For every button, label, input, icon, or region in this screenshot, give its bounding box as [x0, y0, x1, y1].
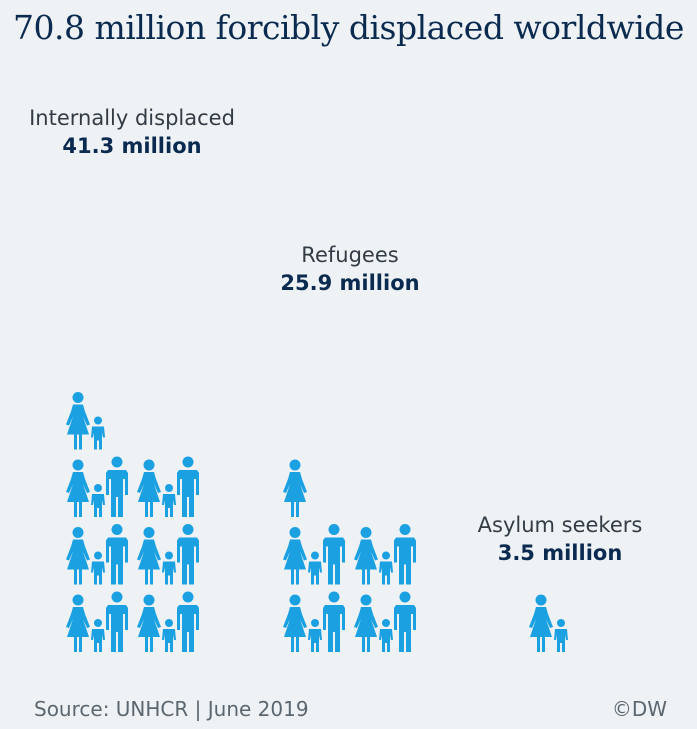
- man-icon-internally-displaced-2: [106, 591, 128, 652]
- woman-icon-internally-displaced-6: [66, 527, 90, 585]
- woman-icon-asylum-seekers-0: [529, 594, 553, 652]
- woman-icon-refugees-12: [283, 459, 307, 517]
- value-asylum-seekers: 3.5 million: [497, 541, 623, 565]
- woman-icon-refugees-3: [354, 594, 378, 652]
- child-icon-internally-displaced-1: [91, 619, 105, 652]
- child-icon-internally-displaced-13: [91, 484, 105, 517]
- man-icon-internally-displaced-14: [106, 456, 128, 517]
- man-icon-refugees-11: [394, 524, 416, 585]
- child-icon-refugees-10: [379, 551, 393, 585]
- label-asylum-seekers: Asylum seekers: [477, 513, 643, 537]
- man-icon-internally-displaced-5: [177, 591, 199, 652]
- child-icon-refugees-4: [379, 619, 393, 652]
- child-icon-internally-displaced-10: [162, 551, 176, 585]
- man-icon-refugees-8: [323, 524, 345, 585]
- man-icon-internally-displaced-17: [177, 456, 199, 517]
- woman-icon-internally-displaced-12: [66, 459, 90, 517]
- woman-icon-internally-displaced-15: [137, 459, 161, 517]
- woman-icon-internally-displaced-18: [66, 392, 90, 450]
- value-internally-displaced: 41.3 million: [62, 134, 202, 158]
- man-icon-refugees-5: [394, 591, 416, 652]
- label-refugees: Refugees: [301, 243, 399, 267]
- credit-text: ©DW: [611, 697, 667, 721]
- child-icon-internally-displaced-16: [162, 484, 176, 517]
- value-refugees: 25.9 million: [280, 271, 420, 295]
- woman-icon-refugees-9: [354, 527, 378, 585]
- child-icon-internally-displaced-4: [162, 619, 176, 652]
- man-icon-refugees-2: [323, 591, 345, 652]
- chart-title: 70.8 million forcibly displaced worldwid…: [13, 8, 684, 47]
- child-icon-refugees-1: [308, 619, 322, 652]
- woman-icon-internally-displaced-0: [66, 594, 90, 652]
- man-icon-internally-displaced-11: [177, 524, 199, 585]
- child-icon-internally-displaced-19: [91, 416, 105, 450]
- label-internally-displaced: Internally displaced: [29, 106, 235, 130]
- child-icon-asylum-seekers-1: [554, 619, 568, 652]
- child-icon-internally-displaced-7: [91, 551, 105, 585]
- woman-icon-internally-displaced-9: [137, 527, 161, 585]
- woman-icon-internally-displaced-3: [137, 594, 161, 652]
- man-icon-internally-displaced-8: [106, 524, 128, 585]
- source-text: Source: UNHCR | June 2019: [34, 697, 309, 721]
- child-icon-refugees-7: [308, 551, 322, 585]
- woman-icon-refugees-0: [283, 594, 307, 652]
- woman-icon-refugees-6: [283, 527, 307, 585]
